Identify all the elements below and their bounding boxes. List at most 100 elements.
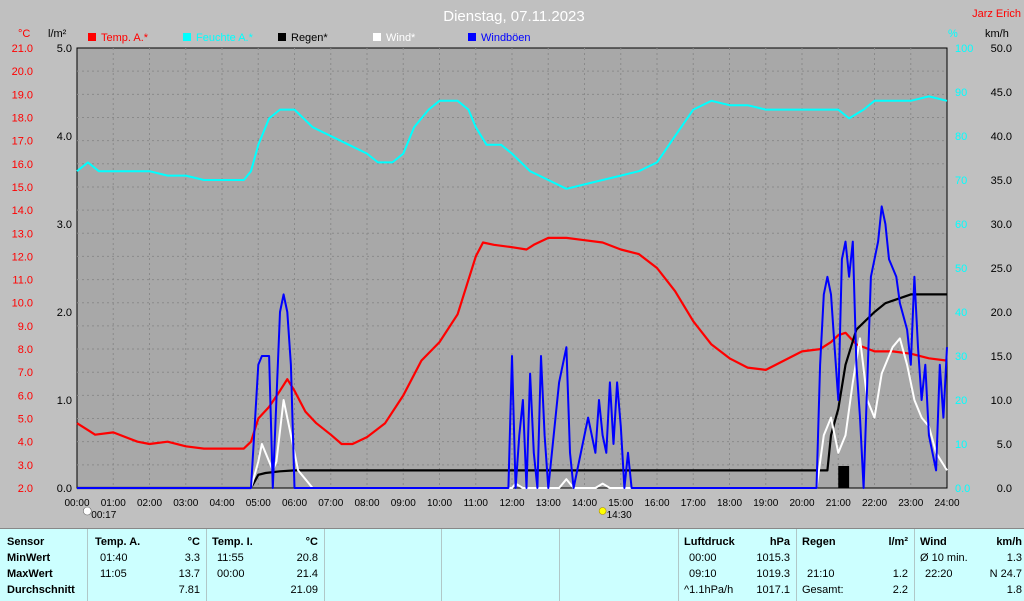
x-tick-label: 07:00	[318, 498, 343, 509]
temp-tick-label: 16.0	[12, 159, 33, 171]
x-tick-label: 03:00	[173, 498, 198, 509]
rain-time: 21:10	[807, 568, 835, 580]
wind-tick-label: 45.0	[991, 87, 1012, 99]
wind-day-avg: 1.8	[1006, 584, 1022, 596]
legend-label: Wind*	[386, 32, 416, 44]
x-tick-label: 18:00	[717, 498, 742, 509]
marker-time-label: 00:17	[91, 510, 116, 521]
stats-table: Sensor MinWert MaxWert Durchschnitt Temp…	[0, 528, 1024, 601]
x-tick-label: 02:00	[137, 498, 162, 509]
rain-bar	[838, 466, 850, 488]
row-label-avg: Durchschnitt	[7, 584, 75, 596]
rain-total-label: Gesamt:	[802, 584, 844, 596]
temp-a-header: Temp. A.	[95, 536, 141, 548]
humidity-tick-label: 90	[955, 87, 967, 99]
humidity-tick-label: 10	[955, 439, 967, 451]
x-tick-label: 00:00	[64, 498, 89, 509]
grid	[77, 48, 947, 488]
chart-legend: Temp. A.* Feuchte A.* Regen* Wind* Windböen	[88, 32, 531, 44]
x-tick-label: 14:00	[572, 498, 597, 509]
temp-tick-label: 2.0	[18, 483, 33, 495]
rain-column: Regen l/m² 21:10 1.2 Gesamt: 2.2	[797, 529, 915, 601]
wind-tick-label: 50.0	[991, 43, 1012, 55]
humidity-unit: %	[948, 28, 958, 40]
series-line-regen-	[77, 293, 947, 490]
legend-label: Temp. A.*	[101, 32, 149, 44]
wind-tick-label: 30.0	[991, 219, 1012, 231]
temp-tick-label: 17.0	[12, 136, 33, 148]
x-tick-label: 21:00	[826, 498, 851, 509]
temp-tick-label: 19.0	[12, 89, 33, 101]
wind-tick-label: 5.0	[997, 439, 1012, 451]
legend-swatch	[88, 33, 96, 41]
sun-icon-disc	[598, 507, 607, 515]
humidity-tick-label: 20	[955, 395, 967, 407]
x-tick-label: 20:00	[789, 498, 814, 509]
wind-tick-label: 40.0	[991, 131, 1012, 143]
pressure-unit: hPa	[769, 536, 790, 548]
x-tick-label: 04:00	[209, 498, 234, 509]
rain-unit: l/m²	[48, 28, 67, 40]
temp-i-unit: °C	[305, 536, 318, 548]
temp-a-column: Temp. A. °C 01:40 3.3 11:05 13.7 7.81	[88, 529, 207, 601]
x-tick-label: 01:00	[101, 498, 126, 509]
event-markers: 00:17 14:30	[82, 506, 632, 521]
temp-tick-label: 8.0	[18, 344, 33, 356]
temp-tick-label: 20.0	[12, 66, 33, 78]
empty-column-2	[442, 529, 560, 601]
temp-tick-label: 5.0	[18, 414, 33, 426]
temp-tick-label: 6.0	[18, 390, 33, 402]
temp-i-min: 20.8	[296, 552, 318, 564]
temp-i-max: 21.4	[296, 568, 318, 580]
wind-max: N 24.7	[989, 568, 1022, 580]
temp-tick-label: 13.0	[12, 228, 33, 240]
wind-unit: km/h	[996, 536, 1022, 548]
temp-tick-label: 3.0	[18, 460, 33, 472]
pressure-min-time: 00:00	[689, 552, 717, 564]
legend-swatch	[278, 33, 286, 41]
empty-column-1	[325, 529, 442, 601]
humidity-tick-label: 70	[955, 175, 967, 187]
x-tick-label: 13:00	[536, 498, 561, 509]
author-label: Jarz Erich	[972, 8, 1021, 20]
rain-tick-label: 0.0	[57, 483, 72, 495]
row-label-sensor: Sensor	[7, 536, 45, 548]
sun-icon	[598, 507, 607, 515]
humidity-tick-label: 30	[955, 351, 967, 363]
x-tick-label: 22:00	[862, 498, 887, 509]
temp-a-min-time: 01:40	[100, 552, 128, 564]
temp-tick-label: 4.0	[18, 437, 33, 449]
wind-column: Wind km/h Ø 10 min. 1.3 22:20 N 24.7 1.8	[915, 529, 1024, 601]
rain-total: 2.2	[892, 584, 908, 596]
weather-chart: Dienstag, 07.11.2023 Jarz Erich Temp. A.…	[11, 8, 1021, 521]
x-tick-label: 24:00	[934, 498, 959, 509]
humidity-tick-label: 0.0	[955, 483, 970, 495]
temp-tick-label: 15.0	[12, 182, 33, 194]
temp-i-header: Temp. I.	[212, 536, 253, 548]
marker-time-label: 14:30	[607, 510, 632, 521]
temp-i-column: Temp. I. °C 11:55 20.8 00:00 21.4 21.09	[207, 529, 325, 601]
wind-tick-label: 0.0	[997, 483, 1012, 495]
pressure-avg: 1017.1	[756, 584, 790, 596]
rain-header: Regen	[802, 536, 836, 548]
x-tick-label: 09:00	[391, 498, 416, 509]
temp-a-avg: 7.81	[178, 584, 200, 596]
series-line-temp-a-	[76, 236, 948, 450]
rain-tick-label: 4.0	[57, 131, 72, 143]
x-tick-label: 11:00	[464, 498, 489, 509]
temp-i-min-time: 11:55	[217, 552, 244, 564]
wind-tick-label: 15.0	[991, 351, 1012, 363]
temp-tick-label: 14.0	[12, 205, 33, 217]
temp-tick-label: 11.0	[12, 275, 33, 287]
rain-unit: l/m²	[888, 536, 908, 548]
temp-tick-label: 10.0	[12, 298, 33, 310]
temp-unit: °C	[18, 28, 30, 40]
legend-label: Feuchte A.*	[196, 32, 254, 44]
series-line-feuchte-a-	[76, 95, 948, 190]
x-tick-label: 15:00	[608, 498, 633, 509]
wind-tick-label: 20.0	[991, 307, 1012, 319]
pressure-max-time: 09:10	[689, 568, 717, 580]
row-label-min: MinWert	[7, 552, 51, 564]
x-tick-label: 06:00	[282, 498, 307, 509]
temp-tick-label: 7.0	[18, 367, 33, 379]
